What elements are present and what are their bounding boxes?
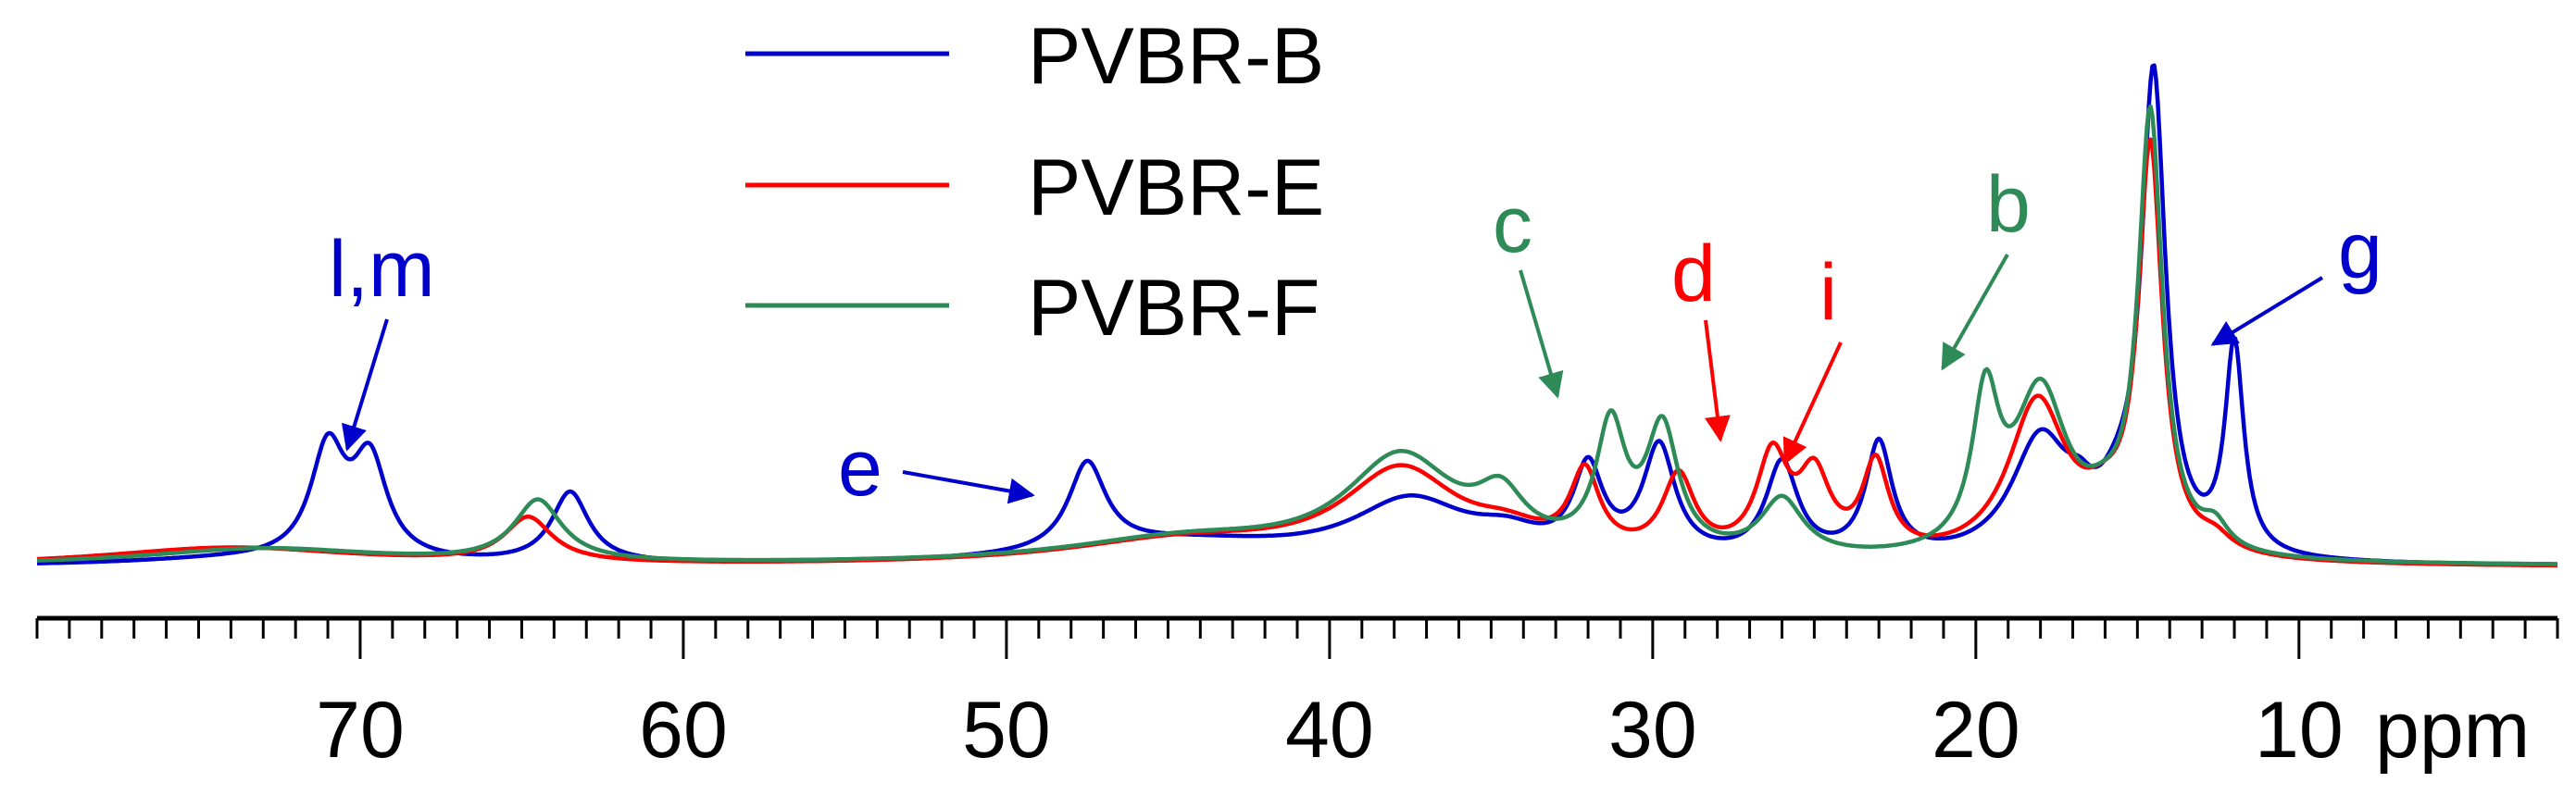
legend-label-pvbr-f: PVBR-F <box>1028 264 1319 353</box>
annotation-label-d: d <box>1671 230 1716 318</box>
legend: PVBR-B PVBR-E PVBR-F <box>745 12 1324 353</box>
legend-label-pvbr-b: PVBR-B <box>1028 12 1324 101</box>
x-axis: 70 60 50 40 30 20 10 ppm <box>35 615 2559 775</box>
annotation-arrow-lm <box>342 318 389 452</box>
annotation-label-i: i <box>1819 248 1837 337</box>
annotation-arrow-c <box>1519 269 1564 399</box>
series-line-pvbr-f <box>36 104 2558 566</box>
annotation-arrow-i <box>1782 342 1843 466</box>
x-tick-label: 50 <box>962 686 1051 775</box>
annotation-label-g: g <box>2338 206 2382 295</box>
annotation-label-b: b <box>1986 160 2031 249</box>
annotation-label-c: c <box>1493 180 1532 269</box>
annotation-label-e: e <box>838 424 882 513</box>
x-axis-major-ticks <box>358 618 2301 659</box>
x-tick-label: 60 <box>639 686 728 775</box>
spectra-group <box>36 63 2558 568</box>
annotation-arrow-b <box>1941 254 2009 371</box>
annotation-label-lm: l,m <box>329 225 435 314</box>
x-axis-tick-labels: 70 60 50 40 30 20 10 <box>316 686 2344 775</box>
legend-label-pvbr-e: PVBR-E <box>1028 143 1324 232</box>
annotation-arrow-g <box>2210 276 2324 346</box>
x-axis-unit-label: ppm <box>2375 686 2530 775</box>
annotation-arrow-d <box>1704 319 1731 442</box>
x-tick-label: 30 <box>1608 686 1697 775</box>
x-tick-label: 20 <box>1932 686 2020 775</box>
x-tick-label: 70 <box>316 686 405 775</box>
annotation-arrow-e <box>902 470 1035 504</box>
x-axis-minor-ticks <box>35 618 2559 639</box>
x-tick-label: 40 <box>1285 686 1374 775</box>
peak-annotations: l,m e c d i b g <box>329 160 2382 513</box>
x-tick-label: 10 <box>2255 686 2344 775</box>
